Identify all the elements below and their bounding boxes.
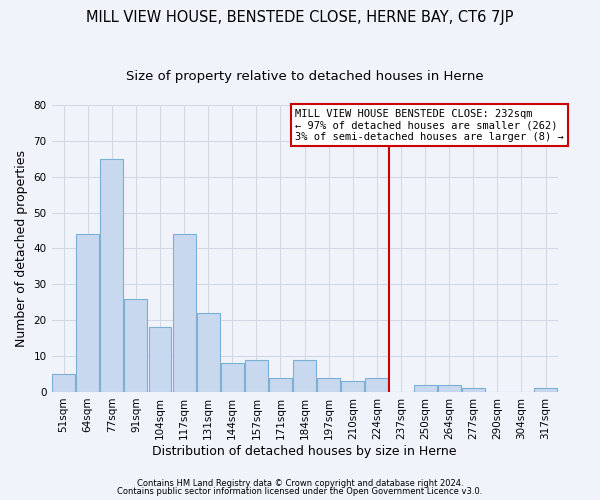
Bar	[76, 234, 99, 392]
Text: Contains public sector information licensed under the Open Government Licence v3: Contains public sector information licen…	[118, 487, 482, 496]
Bar	[534, 388, 557, 392]
X-axis label: Distribution of detached houses by size in Herne: Distribution of detached houses by size …	[152, 444, 457, 458]
Bar	[293, 360, 316, 392]
Bar	[269, 378, 292, 392]
Bar	[317, 378, 340, 392]
Text: MILL VIEW HOUSE BENSTEDE CLOSE: 232sqm
← 97% of detached houses are smaller (262: MILL VIEW HOUSE BENSTEDE CLOSE: 232sqm ←…	[295, 108, 563, 142]
Bar	[438, 385, 461, 392]
Bar	[221, 364, 244, 392]
Bar	[413, 385, 437, 392]
Bar	[365, 378, 388, 392]
Text: Contains HM Land Registry data © Crown copyright and database right 2024.: Contains HM Land Registry data © Crown c…	[137, 478, 463, 488]
Bar	[124, 298, 148, 392]
Y-axis label: Number of detached properties: Number of detached properties	[15, 150, 28, 347]
Bar	[245, 360, 268, 392]
Bar	[197, 313, 220, 392]
Text: MILL VIEW HOUSE, BENSTEDE CLOSE, HERNE BAY, CT6 7JP: MILL VIEW HOUSE, BENSTEDE CLOSE, HERNE B…	[86, 10, 514, 25]
Bar	[52, 374, 75, 392]
Bar	[149, 328, 172, 392]
Bar	[341, 381, 364, 392]
Bar	[100, 159, 123, 392]
Bar	[462, 388, 485, 392]
Bar	[173, 234, 196, 392]
Title: Size of property relative to detached houses in Herne: Size of property relative to detached ho…	[126, 70, 484, 83]
